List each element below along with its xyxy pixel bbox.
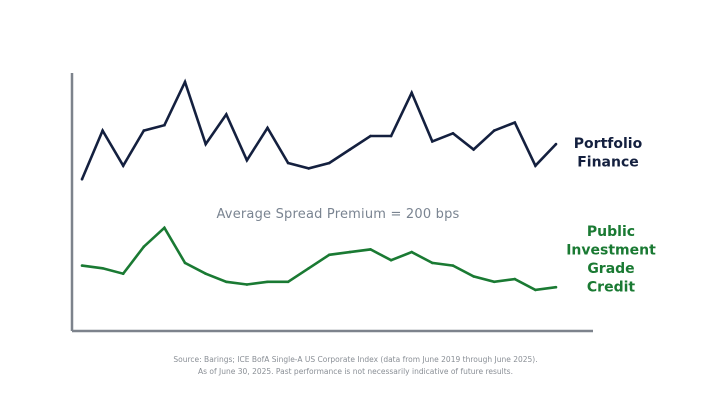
data-point-public-investment-grade-credit-15 — [389, 258, 393, 262]
data-point-portfolio-finance-6 — [204, 142, 207, 146]
data-point-portfolio-finance-7 — [225, 113, 228, 116]
data-point-public-investment-grade-credit-18 — [451, 264, 455, 267]
data-point-portfolio-finance-9 — [266, 126, 269, 130]
data-point-public-investment-grade-credit-19 — [472, 275, 475, 278]
data-point-portfolio-finance-2 — [121, 164, 125, 167]
data-point-public-investment-grade-credit-13 — [348, 250, 352, 254]
data-point-public-investment-grade-credit-4 — [163, 226, 166, 230]
data-point-portfolio-finance-23 — [554, 142, 558, 146]
data-point-portfolio-finance-20 — [492, 129, 496, 132]
data-point-portfolio-finance-21 — [513, 121, 517, 124]
data-point-portfolio-finance-1 — [101, 129, 104, 132]
data-point-public-investment-grade-credit-10 — [286, 280, 290, 284]
data-point-public-investment-grade-credit-12 — [328, 253, 331, 257]
data-point-public-investment-grade-credit-3 — [142, 245, 146, 248]
series-line-portfolio-finance — [80, 78, 557, 180]
data-point-portfolio-finance-19 — [472, 148, 475, 151]
data-point-public-investment-grade-credit-17 — [431, 261, 434, 265]
data-point-portfolio-finance-14 — [369, 134, 372, 138]
series-line-public-investment-grade-credit — [81, 225, 557, 292]
data-point-portfolio-finance-18 — [451, 132, 455, 135]
data-point-portfolio-finance-16 — [410, 91, 414, 95]
data-point-public-investment-grade-credit-21 — [513, 277, 517, 281]
data-point-public-investment-grade-credit-22 — [534, 288, 537, 292]
data-point-public-investment-grade-credit-1 — [101, 267, 104, 270]
data-point-public-investment-grade-credit-20 — [492, 280, 496, 284]
data-point-portfolio-finance-4 — [163, 123, 166, 127]
data-point-portfolio-finance-8 — [245, 159, 249, 162]
series-layer — [80, 78, 558, 292]
legend-label-public-investment-grade-credit: Public Investment Grade Credit — [566, 224, 656, 296]
data-point-portfolio-finance-22 — [534, 164, 537, 167]
data-point-public-investment-grade-credit-14 — [369, 248, 372, 251]
data-point-public-investment-grade-credit-2 — [121, 272, 125, 276]
data-point-portfolio-finance-0 — [80, 177, 84, 181]
data-point-portfolio-finance-11 — [307, 167, 311, 170]
legend-layer: Portfolio Finance Public Investment Grade Cre… — [566, 136, 656, 296]
data-point-portfolio-finance-17 — [431, 140, 434, 143]
source-note-line-1: Source: Barings; ICE BofA Single-A US Co… — [173, 355, 538, 364]
data-point-portfolio-finance-5 — [183, 80, 187, 84]
data-point-public-investment-grade-credit-6 — [204, 272, 207, 276]
data-point-public-investment-grade-credit-7 — [225, 280, 228, 284]
data-point-public-investment-grade-credit-23 — [554, 285, 558, 289]
data-point-public-investment-grade-credit-9 — [266, 280, 269, 284]
data-point-public-investment-grade-credit-5 — [183, 261, 187, 265]
data-point-portfolio-finance-10 — [286, 161, 290, 165]
data-point-portfolio-finance-13 — [348, 148, 352, 151]
data-point-public-investment-grade-credit-8 — [245, 283, 249, 286]
data-point-portfolio-finance-15 — [389, 134, 393, 138]
data-point-portfolio-finance-12 — [328, 161, 331, 165]
data-point-public-investment-grade-credit-0 — [80, 264, 84, 267]
legend-label-portfolio-finance: Portfolio Finance — [574, 136, 643, 171]
source-note-line-2: As of June 30, 2025. Past performance is… — [198, 367, 513, 376]
spread-premium-annotation: Average Spread Premium = 200 bps — [216, 207, 459, 222]
data-point-portfolio-finance-3 — [142, 129, 146, 132]
data-point-public-investment-grade-credit-16 — [410, 250, 414, 254]
data-point-public-investment-grade-credit-11 — [307, 267, 311, 270]
